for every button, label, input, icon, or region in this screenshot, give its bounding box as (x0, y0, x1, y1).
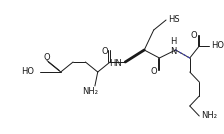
Text: H: H (170, 38, 177, 46)
Text: HO: HO (21, 68, 34, 77)
Text: HS: HS (168, 14, 180, 23)
Text: HO: HO (211, 42, 224, 51)
Text: O: O (150, 68, 157, 77)
Text: O: O (190, 31, 197, 40)
Text: NH₂: NH₂ (82, 88, 98, 96)
Text: NH₂: NH₂ (201, 111, 217, 120)
Text: O: O (101, 47, 108, 57)
Text: HN: HN (109, 59, 121, 68)
Text: N: N (170, 47, 177, 57)
Text: O: O (43, 53, 50, 62)
